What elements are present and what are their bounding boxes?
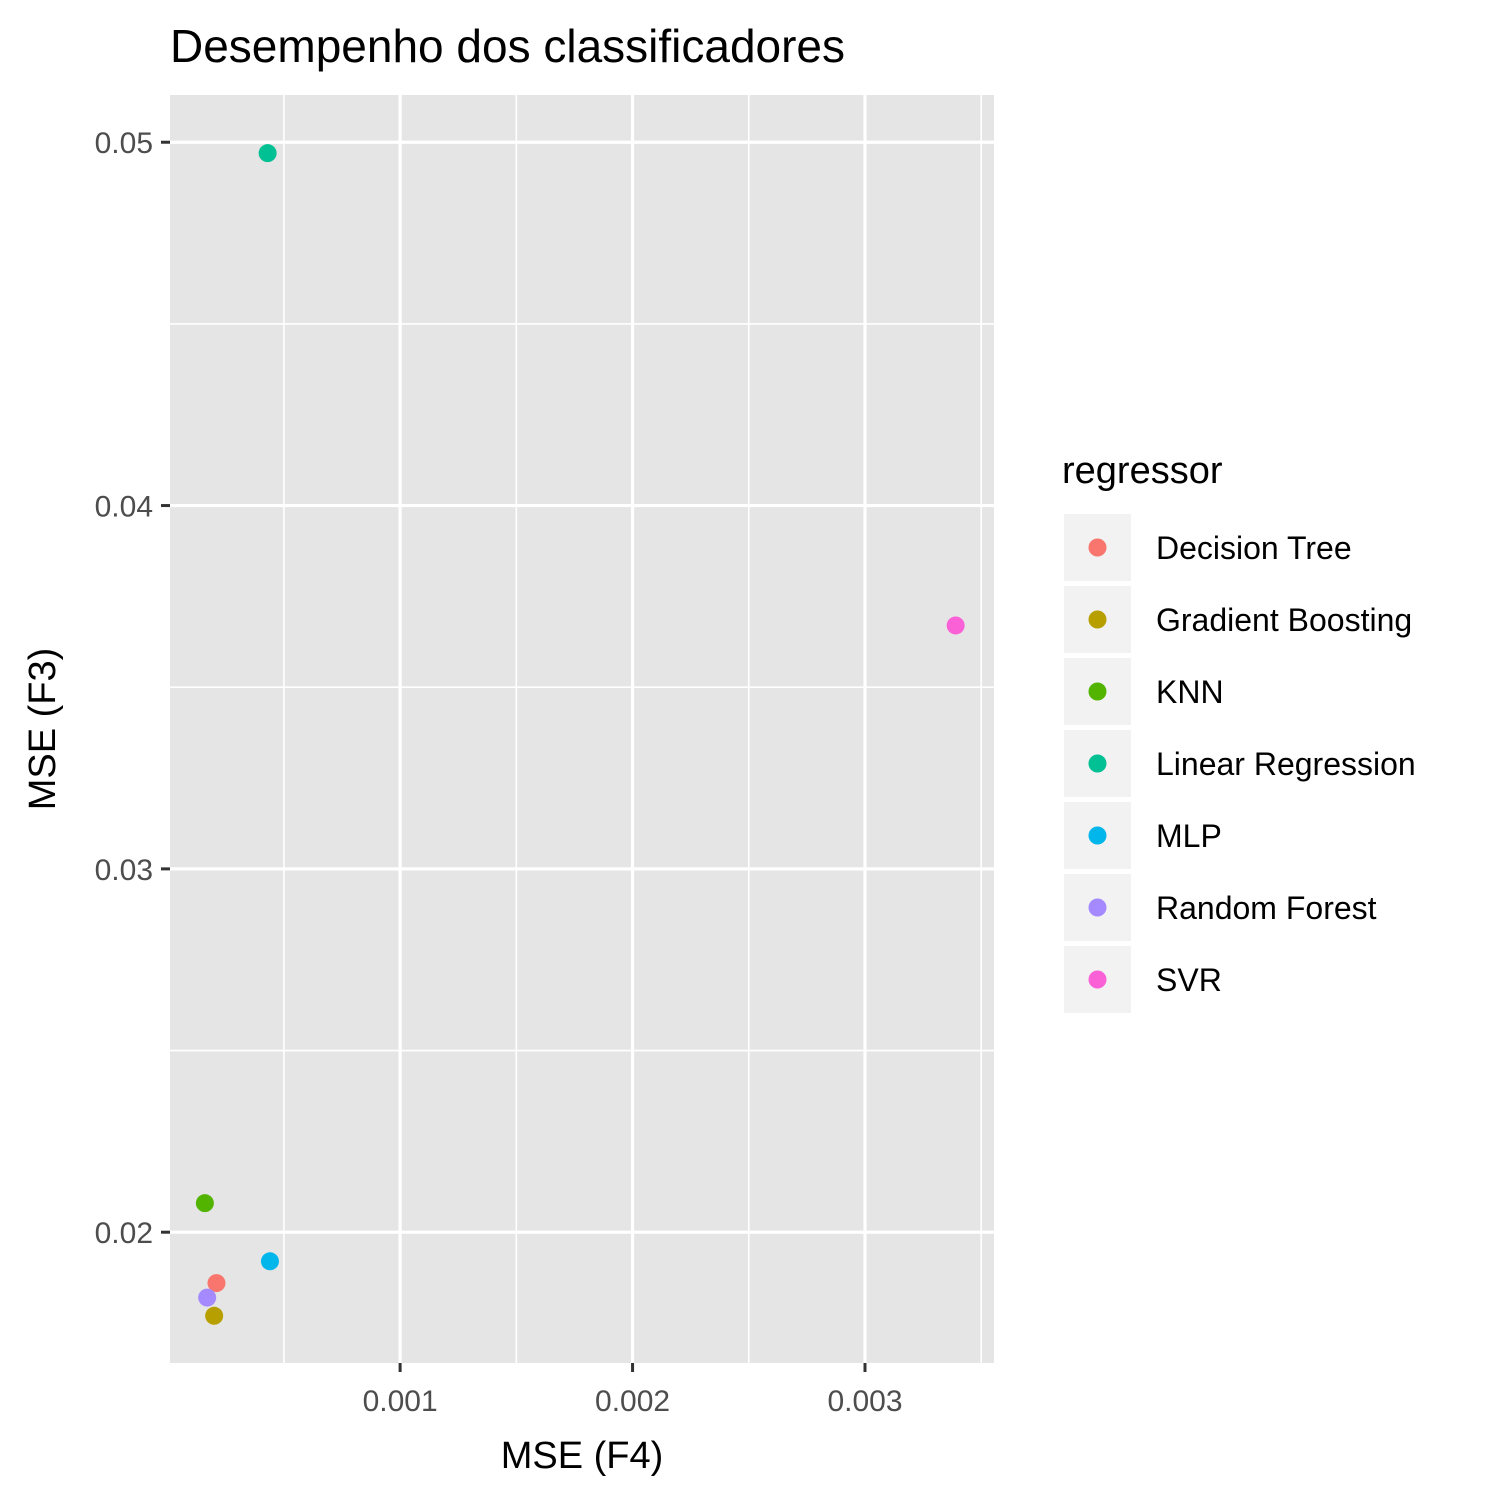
data-points [195, 144, 965, 1325]
legend-dot-decision-tree [1088, 538, 1107, 557]
legend-dot-knn [1088, 682, 1107, 701]
legend-label-mlp: MLP [1156, 818, 1222, 854]
legend-dot-gradient-boosting [1088, 610, 1107, 629]
point-knn-0 [195, 1194, 214, 1213]
legend-label-gradient-boosting: Gradient Boosting [1156, 602, 1412, 638]
point-mlp-0 [260, 1252, 279, 1271]
legend-label-decision-tree: Decision Tree [1156, 530, 1352, 566]
x-tick-label-1: 0.002 [595, 1385, 670, 1418]
point-random-forest-0 [198, 1288, 217, 1307]
legend-label-linear-regression: Linear Regression [1156, 746, 1416, 782]
legend-label-random-forest: Random Forest [1156, 890, 1377, 926]
legend: regressor Decision Tree Gradient Boosting… [1062, 450, 1416, 1013]
legend-dot-linear-regression [1088, 754, 1107, 773]
y-tick-label-3: 0.05 [95, 127, 153, 160]
legend-label-knn: KNN [1156, 674, 1224, 710]
legend-dot-mlp [1088, 826, 1107, 845]
minor-gridlines [170, 95, 994, 1363]
x-axis-title: MSE (F4) [501, 1435, 664, 1477]
legend-label-svr: SVR [1156, 962, 1222, 998]
chart-title: Desempenho dos classificadores [170, 20, 845, 72]
point-svr-0 [946, 616, 965, 635]
y-axis-title: MSE (F3) [22, 648, 64, 811]
y-tick-label-2: 0.04 [95, 491, 153, 524]
point-gradient-boosting-0 [205, 1306, 224, 1325]
legend-dot-random-forest [1088, 898, 1107, 917]
legend-dot-svr [1088, 970, 1107, 989]
axis-ticks: 0.001 0.002 0.003 0.02 0.03 0.04 0.05 [95, 127, 903, 1418]
point-decision-tree-0 [207, 1274, 226, 1293]
y-tick-label-1: 0.03 [95, 854, 153, 887]
x-tick-label-0: 0.001 [363, 1385, 438, 1418]
major-gridlines [170, 95, 994, 1363]
x-tick-label-2: 0.003 [827, 1385, 902, 1418]
legend-title: regressor [1062, 450, 1223, 492]
point-linear-regression-0 [258, 144, 277, 163]
y-tick-label-0: 0.02 [95, 1217, 153, 1250]
plot-panel [170, 95, 994, 1363]
